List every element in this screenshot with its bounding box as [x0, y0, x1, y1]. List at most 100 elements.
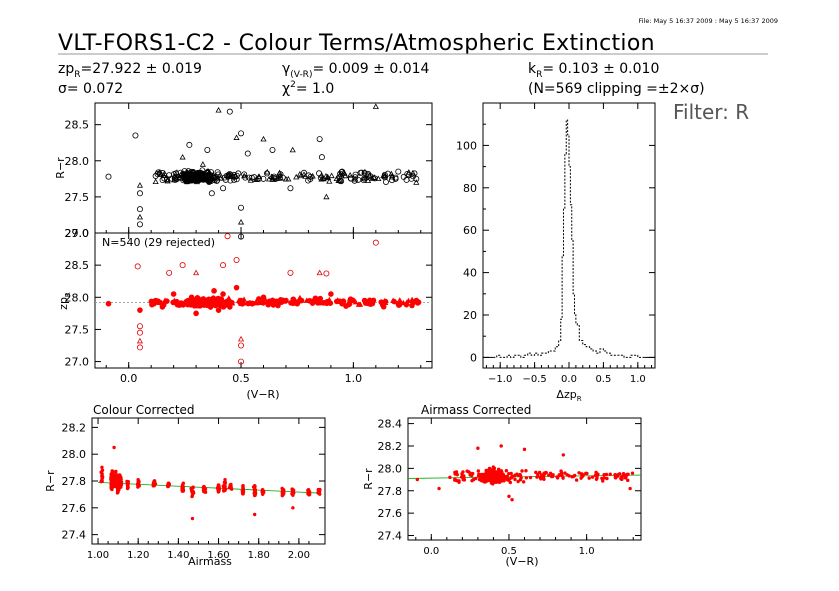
- data-point: [283, 297, 289, 304]
- data-point: [328, 291, 334, 297]
- axis-ticks: 27.4 27.6 27.8 28.0 28.2 28.4 0.0 0.5 1.0: [378, 418, 642, 557]
- data-point: [223, 478, 227, 482]
- data-point: [602, 472, 606, 477]
- data-point: [287, 269, 294, 276]
- data-point: [238, 204, 245, 211]
- data-point: [179, 153, 186, 160]
- data-point: [580, 473, 584, 478]
- data-point: [179, 262, 186, 269]
- data-point: [253, 491, 258, 495]
- data-point: [518, 478, 523, 482]
- data-point: [510, 498, 514, 502]
- data-point: [617, 472, 622, 476]
- data-point: [110, 482, 115, 486]
- data-point: [484, 471, 488, 476]
- data-point: [214, 174, 221, 181]
- y-tick-label: 27.5: [65, 323, 90, 336]
- data-point: [161, 175, 168, 182]
- data-point: [190, 487, 194, 491]
- x-tick-label: 0.5: [501, 546, 517, 557]
- data-point: [538, 475, 543, 480]
- data-point: [326, 296, 333, 303]
- y-tick-label: 27.0: [65, 227, 90, 240]
- data-point: [624, 473, 629, 477]
- data-point: [195, 297, 202, 304]
- data-point: [109, 473, 114, 478]
- data-point: [507, 494, 511, 499]
- data-point: [136, 484, 140, 488]
- axis-ticks: 27.0 27.5 28.0 28.5 29.0 0.0 0.5 1.0: [65, 227, 432, 385]
- data-point: [323, 270, 330, 277]
- data-point: [201, 486, 206, 490]
- data-point: [465, 469, 469, 473]
- data-point: [105, 173, 112, 180]
- data-point: [294, 300, 301, 307]
- histogram-line: [493, 119, 645, 358]
- data-point: [339, 168, 346, 175]
- data-point: [413, 297, 420, 304]
- data-point: [457, 479, 461, 483]
- data-point: [302, 173, 309, 179]
- x-tick-label: 1.60: [207, 550, 229, 561]
- data-point: [476, 469, 481, 473]
- data-point: [186, 141, 193, 148]
- data-point: [256, 173, 263, 180]
- data-point: [220, 185, 227, 192]
- data-point: [388, 177, 395, 184]
- data-point: [253, 483, 257, 488]
- data-point: [199, 161, 206, 167]
- data-point: [619, 476, 623, 481]
- data-point: [241, 483, 245, 488]
- data-point: [159, 177, 166, 184]
- x-tick-label: 0.5: [232, 372, 250, 385]
- data-point: [159, 170, 166, 177]
- data-point: [495, 478, 499, 482]
- data-point: [241, 171, 248, 178]
- data-point: [630, 471, 635, 475]
- data-point: [585, 471, 589, 476]
- data-point: [392, 175, 399, 182]
- data-point: [551, 474, 555, 478]
- data-point: [522, 447, 527, 452]
- data-point: [333, 298, 340, 305]
- data-point: [322, 173, 330, 179]
- data-point: [605, 476, 609, 481]
- data-point: [126, 485, 130, 490]
- y-tick-label: 28.5: [65, 259, 90, 272]
- data-point: [110, 487, 114, 492]
- data-point: [266, 298, 273, 304]
- data-point: [510, 474, 514, 479]
- data-point: [492, 479, 497, 484]
- y-tick-label: 27.4: [62, 529, 87, 542]
- data-point: [372, 103, 379, 109]
- data-point: [181, 488, 185, 492]
- data-point: [364, 177, 372, 184]
- data-point: [306, 488, 311, 492]
- data-point: [112, 445, 116, 450]
- data-point: [180, 172, 187, 178]
- data-point: [136, 344, 143, 351]
- axis-ticks: 0 20 40 60 80 100 −1.0 −0.5 0.0 0.5 1.0: [456, 103, 655, 385]
- x-tick-label: 1.40: [167, 550, 189, 561]
- data-point: [233, 256, 240, 263]
- data-point: [180, 170, 187, 176]
- clip-stat: (N=569 clipping =±2×σ): [528, 81, 705, 97]
- data-point: [361, 297, 368, 304]
- data-point: [249, 300, 256, 307]
- data-point: [316, 136, 323, 143]
- file-stamp: File: May 5 16:37 2009 : May 5 16:37 200…: [638, 17, 778, 25]
- zp-vs-colour-panel: 27.0 27.5 28.0 28.5 29.0 0.0 0.5 1.0 N=540 (29 …: [57, 227, 433, 401]
- sigma-stat: σ= 0.072: [58, 81, 123, 97]
- y-axis-label: R−r: [44, 470, 57, 492]
- data-point: [484, 479, 489, 483]
- data-point: [395, 300, 402, 307]
- data-point: [504, 469, 509, 473]
- data-point: [462, 475, 466, 480]
- data-point: [164, 177, 171, 184]
- data-point: [309, 298, 315, 305]
- data-point: [261, 491, 266, 495]
- data-point: [409, 169, 416, 176]
- x-tick-label: 1.20: [127, 550, 149, 561]
- data-point: [509, 471, 513, 476]
- data-point: [316, 269, 323, 276]
